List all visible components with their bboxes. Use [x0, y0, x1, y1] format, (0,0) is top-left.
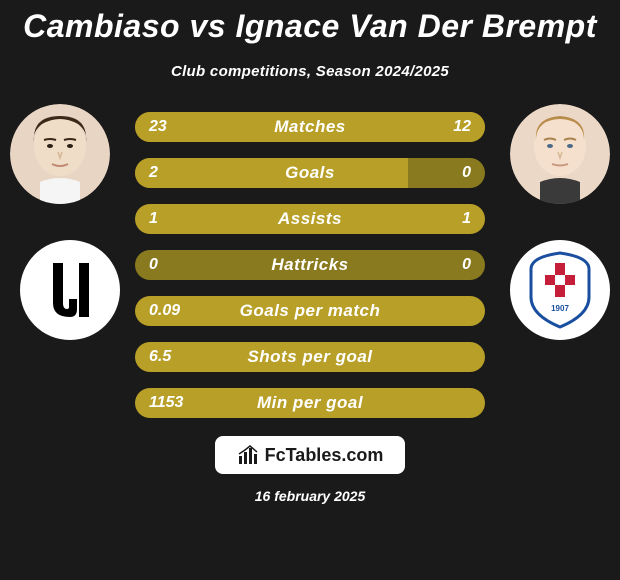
stat-value-left: 1: [149, 204, 158, 234]
stat-value-right: 1: [462, 204, 471, 234]
brand-text: FcTables.com: [265, 445, 384, 466]
date-text: 16 february 2025: [255, 488, 366, 504]
stat-row: Goals per match0.09: [135, 296, 485, 326]
stat-label: Assists: [135, 204, 485, 234]
subtitle: Club competitions, Season 2024/2025: [171, 63, 449, 80]
stat-value-left: 23: [149, 112, 167, 142]
stat-value-right: 0: [462, 158, 471, 188]
club-right-logo: 1907: [510, 240, 610, 340]
stat-label: Matches: [135, 112, 485, 142]
player-right-avatar: [510, 104, 610, 204]
stat-value-left: 1153: [149, 388, 183, 418]
stat-row: Min per goal1153: [135, 388, 485, 418]
svg-text:1907: 1907: [551, 304, 569, 313]
stat-value-left: 2: [149, 158, 158, 188]
stat-label: Hattricks: [135, 250, 485, 280]
stat-row: Shots per goal6.5: [135, 342, 485, 372]
stat-row: Hattricks0 0: [135, 250, 485, 280]
stat-label: Shots per goal: [135, 342, 485, 372]
stat-row: Goals2 0: [135, 158, 485, 188]
page-title: Cambiaso vs Ignace Van Der Brempt: [23, 8, 597, 45]
stat-label: Goals per match: [135, 296, 485, 326]
stat-label: Goals: [135, 158, 485, 188]
stat-label: Min per goal: [135, 388, 485, 418]
stat-row: Matches23 12: [135, 112, 485, 142]
stat-value-right: 12: [453, 112, 471, 142]
player-left-avatar: [10, 104, 110, 204]
stat-value-left: 0: [149, 250, 158, 280]
comparison-card: Cambiaso vs Ignace Van Der Brempt Club c…: [0, 0, 620, 580]
brand-box: FcTables.com: [215, 436, 406, 474]
stats-area: 1907 Matches23 12 Goals2 0 Assists1 1 Hattrick…: [0, 112, 620, 434]
stat-row: Assists1 1: [135, 204, 485, 234]
club-left-logo: [20, 240, 120, 340]
chart-icon: [237, 444, 259, 466]
stat-value-left: 6.5: [149, 342, 171, 372]
stat-value-right: 0: [462, 250, 471, 280]
stat-value-left: 0.09: [149, 296, 180, 326]
